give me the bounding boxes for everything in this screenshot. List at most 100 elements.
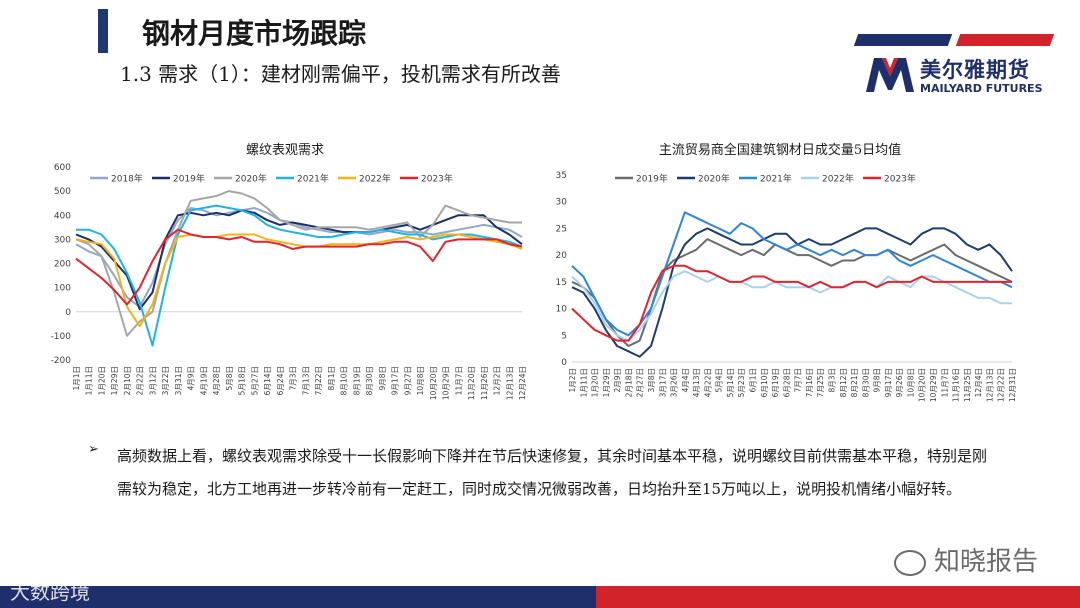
x-tick-label: 7月7日 [794,368,803,393]
x-tick-label: 12月4日 [974,368,983,397]
bullet-icon: ➢ [88,442,99,457]
legend-label: 2023年 [884,173,916,185]
y-tick-label: 5 [561,331,567,341]
y-tick-label: -200 [51,356,72,366]
y-tick-label: 0 [65,308,71,318]
x-tick-label: 2月9日 [613,368,622,393]
x-tick-label: 2月18日 [624,368,633,397]
series-line [571,211,1013,337]
x-tick-label: 9月8日 [873,368,882,393]
x-tick-label: 12月22日 [997,368,1006,402]
x-tick-label: 7月13日 [301,366,310,395]
x-tick-label: 2月10日 [123,366,132,395]
x-tick-label: 12月13日 [985,368,994,402]
x-tick-label: 3月12日 [148,366,157,395]
x-tick-label: 11月7日 [940,368,949,397]
x-tick-label: 1月11日 [85,366,94,395]
chart-title: 主流贸易商全国建筑钢材日成交量5日均值 [659,142,901,158]
chart-trade-volume-svg: 主流贸易商全国建筑钢材日成交量5日均值 2019年 2020年 2021年 2022年 2… [556,142,1017,402]
x-tick-label: 1月1日 [72,366,81,391]
title-bar: 钢材月度市场跟踪 1.3 需求（1）：建材刚需偏平，投机需求有所改善 [0,0,1080,100]
logo-stripe-red [955,34,1055,46]
chart-title: 螺纹表观需求 [246,143,324,158]
page-subtitle: 1.3 需求（1）：建材刚需偏平，投机需求有所改善 [120,62,561,86]
x-tick-label: 2月22日 [136,366,145,395]
y-tick-label: 400 [54,211,71,221]
x-tick-label: 11月16日 [952,368,961,402]
x-tick-label: 12月31日 [1008,368,1017,402]
x-tick-label: 3月17日 [658,368,667,397]
logo-name-en: MAILYARD FUTURES [920,82,1043,95]
x-tick-label: 12月24日 [518,366,527,400]
legend-label: 2021年 [297,173,329,185]
x-tick-label: 7月16日 [805,368,814,397]
x-tick-label: 8月30日 [365,366,374,395]
x-tick-label: 1月2日 [568,368,577,393]
series-line [75,190,522,337]
logo-name-cn: 美尔雅期货 [920,58,1030,82]
x-tick-label: 12月13日 [505,366,514,400]
x-tick-label: 5月4日 [715,368,724,393]
x-tick-label: 3月8日 [647,368,656,393]
legend-label: 2018年 [111,173,143,185]
x-tick-label: 11月20日 [467,366,476,400]
x-tick-label: 9月17日 [391,366,400,395]
x-tick-label: 8月30日 [861,368,870,397]
watermark-right: 知晓报告 [894,541,1038,578]
x-tick-label: 4月4日 [681,368,690,393]
x-tick-label: 8月10日 [340,366,349,395]
legend-label: 2019年 [636,173,668,185]
y-tick-label: 200 [54,260,71,270]
chart-rebar-demand: 螺纹表观需求 2018年 2019年 2020年 2021年 2022年 2023年 -200… [40,135,530,410]
y-tick-label: 20 [556,251,568,261]
series-line [75,207,523,308]
x-tick-label: 4月13日 [692,368,701,397]
x-tick-label: 6月1日 [749,368,758,393]
watermark-left: 大数跨境 [10,580,90,604]
x-tick-label: 10月8日 [416,366,425,395]
series-line [75,228,523,306]
y-tick-label: 10 [556,305,568,315]
x-tick-label: 10月29日 [929,368,938,402]
x-tick-label: 4月9日 [187,366,196,391]
y-tick-label: 500 [54,187,71,197]
logo-mark-icon [866,58,914,92]
x-tick-label: 10月29日 [442,366,451,400]
x-tick-label: 8月12日 [839,368,848,397]
series-line [571,270,1012,342]
y-tick-label: 35 [556,171,567,181]
series-line [571,227,1013,358]
x-tick-label: 8月19日 [352,366,361,395]
x-tick-label: 10月8日 [906,368,915,397]
x-tick-label: 2月27日 [636,368,645,397]
x-tick-label: 6月24日 [276,366,285,395]
y-tick-label: 0 [561,358,567,368]
x-tick-label: 8月3日 [827,368,836,393]
page-title: 钢材月度市场跟踪 [142,17,367,50]
x-tick-label: 4月19日 [199,366,208,395]
chart-rebar-demand-svg: 螺纹表观需求 2018年 2019年 2020年 2021年 2022年 2023年 -200… [51,143,527,400]
x-tick-label: 5月8日 [225,366,234,391]
x-tick-label: 6月14日 [263,366,272,395]
x-tick-label: 3月31日 [174,366,183,395]
legend-label: 2020年 [235,173,267,185]
footer-bar [0,586,1080,608]
x-tick-label: 10月20日 [429,366,438,400]
x-tick-label: 9月27日 [403,366,412,395]
x-tick-label: 1月29日 [602,368,611,397]
x-tick-label: 12月2日 [493,366,502,395]
x-tick-label: 1月11日 [579,368,588,397]
x-tick-label: 5月27日 [250,366,259,395]
x-tick-label: 7月3日 [289,366,298,391]
x-tick-label: 3月26日 [670,368,679,397]
x-tick-label: 6月10日 [760,368,769,397]
legend-label: 2022年 [359,173,391,185]
y-tick-label: 100 [54,284,71,294]
footer-red [596,586,1080,608]
y-tick-label: 25 [556,224,567,234]
y-tick-label: 30 [556,198,568,208]
x-tick-label: 7月22日 [314,366,323,395]
x-tick-label: 5月14日 [726,368,735,397]
x-tick-label: 3月22日 [161,366,170,395]
x-tick-label: 6月19日 [771,368,780,397]
